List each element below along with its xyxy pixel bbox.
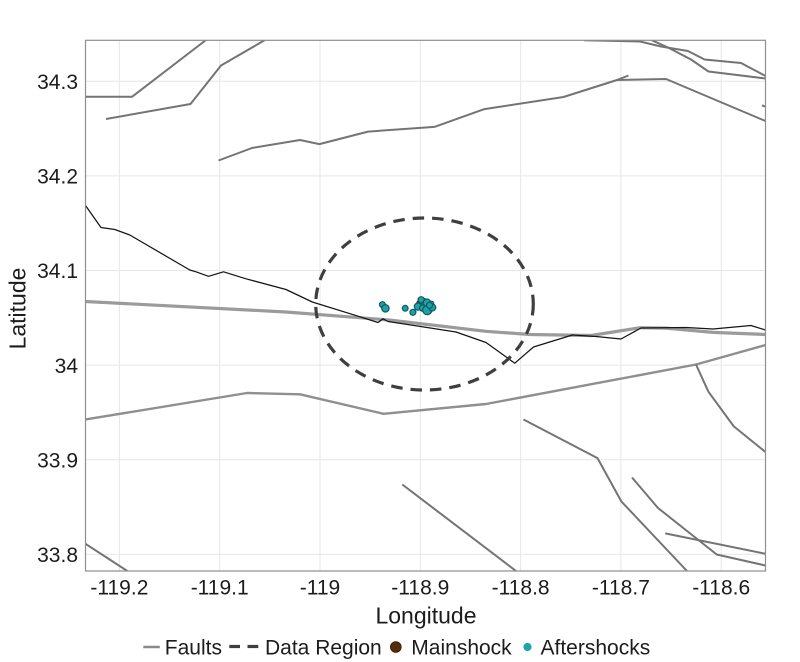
svg-text:34.2: 34.2 — [37, 166, 78, 189]
svg-text:Longitude: Longitude — [375, 603, 476, 629]
svg-text:Latitude: Latitude — [5, 268, 31, 350]
svg-text:34: 34 — [55, 355, 79, 378]
svg-text:-118.7: -118.7 — [592, 576, 650, 599]
svg-text:33.8: 33.8 — [37, 544, 78, 567]
svg-text:Data Region: Data Region — [265, 636, 382, 659]
svg-text:34.1: 34.1 — [37, 260, 78, 283]
svg-text:Aftershocks: Aftershocks — [541, 636, 651, 659]
svg-text:Mainshock: Mainshock — [411, 636, 512, 659]
svg-text:34.3: 34.3 — [37, 71, 78, 94]
svg-text:-118.6: -118.6 — [692, 576, 750, 599]
svg-text:-119.2: -119.2 — [90, 576, 148, 599]
svg-text:-118.8: -118.8 — [492, 576, 550, 599]
svg-text:-119: -119 — [300, 576, 340, 599]
svg-text:-118.9: -118.9 — [391, 576, 449, 599]
svg-text:-119.1: -119.1 — [191, 576, 249, 599]
svg-text:33.9: 33.9 — [37, 449, 78, 472]
svg-text:Faults: Faults — [165, 636, 222, 659]
